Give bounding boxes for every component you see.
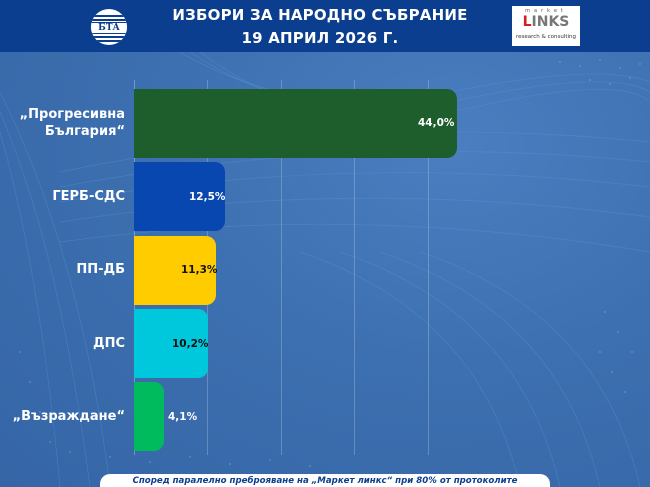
category-label-vazrazhdane: „Възраждане“ bbox=[12, 409, 125, 424]
value-label-dps: 10,2% bbox=[172, 338, 209, 350]
category-label-gerb-sds: ГЕРБ-СДС bbox=[52, 189, 125, 204]
value-label-vazrazhdane: 4,1% bbox=[168, 411, 198, 423]
market-links-logo-icon: market LINKS research & consulting bbox=[512, 6, 580, 46]
bar-vazrazhdane bbox=[134, 382, 164, 451]
bar-progresivna-bulgaria bbox=[134, 89, 457, 158]
source-note-text: Според паралелно преброяване на „Маркет … bbox=[132, 476, 518, 486]
bar-pp-db bbox=[134, 236, 216, 305]
bar-gerb-sds bbox=[134, 162, 225, 231]
logo-tagline: research & consulting bbox=[516, 34, 576, 40]
value-label-gerb-sds: 12,5% bbox=[189, 191, 226, 203]
source-note-banner: Според паралелно преброяване на „Маркет … bbox=[100, 474, 550, 487]
value-label-pp-db: 11,3% bbox=[181, 264, 218, 276]
title-line-2: 19 АПРИЛ 2026 Г. bbox=[241, 29, 399, 47]
category-label-pp-db: ПП-ДБ bbox=[76, 262, 125, 277]
logo-links-text: LINKS bbox=[522, 14, 570, 30]
page-title: ИЗБОРИ ЗА НАРОДНО СЪБРАНИЕ 19 АПРИЛ 2026… bbox=[130, 4, 510, 50]
bta-logo-icon: БТА bbox=[91, 9, 127, 45]
header-banner: БТА ИЗБОРИ ЗА НАРОДНО СЪБРАНИЕ 19 АПРИЛ … bbox=[0, 0, 650, 52]
gridline-40 bbox=[428, 80, 429, 455]
bta-logo-text: БТА bbox=[91, 22, 127, 34]
category-label-dps: ДПС bbox=[93, 336, 125, 351]
title-line-1: ИЗБОРИ ЗА НАРОДНО СЪБРАНИЕ bbox=[172, 6, 468, 24]
gridline-30 bbox=[354, 80, 355, 455]
bar-dps bbox=[134, 309, 208, 378]
value-label-progresivna-bulgaria: 44,0% bbox=[418, 117, 455, 129]
gridline-20 bbox=[281, 80, 282, 455]
logo-market-text: market bbox=[525, 8, 567, 14]
category-label-progresivna-bulgaria: „Прогресивна България“ bbox=[19, 107, 125, 139]
